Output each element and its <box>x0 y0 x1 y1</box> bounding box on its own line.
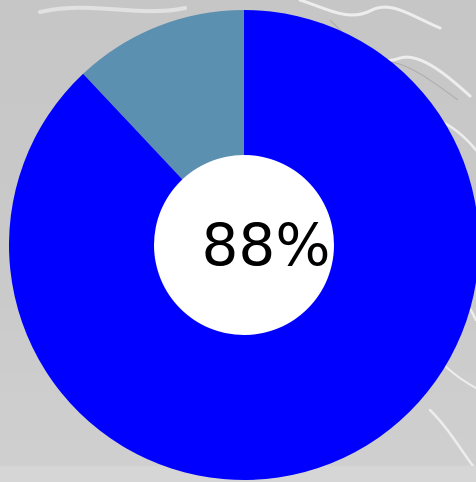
map-road-line <box>38 5 187 14</box>
center-percentage-label: 88% <box>202 211 331 279</box>
donut-hole <box>154 155 334 335</box>
map-road-line <box>428 408 476 472</box>
map-road-line <box>298 0 442 30</box>
